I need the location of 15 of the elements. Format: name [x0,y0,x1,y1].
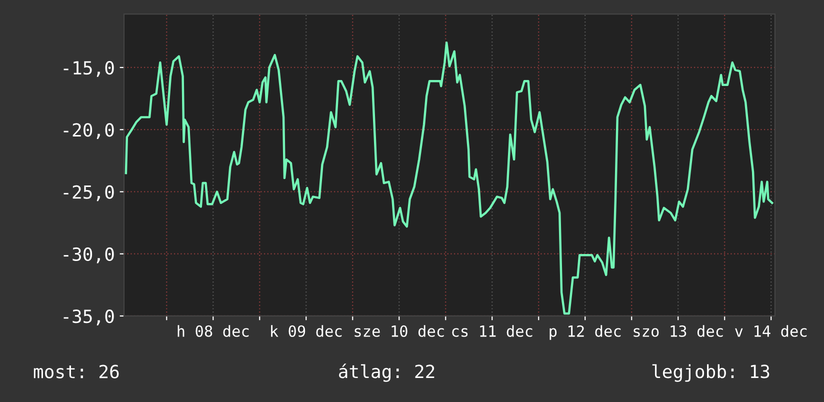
text: most: 26 [34,364,119,378]
text: legjobb: 13 [652,364,770,382]
x-tick-label: sze 10 dec [354,325,444,337]
y-tick-label: -15,0 [64,61,114,77]
x-tick-label: v 14 dec [735,325,807,337]
y-tick-label: -25,0 [64,185,114,202]
y-tick-label: -30,0 [64,247,114,264]
x-tick-label: szo 13 dec [634,325,723,337]
x-tick-label: cs 11 dec [452,325,532,337]
x-tick-label: h 08 dec [178,325,249,337]
x-tick-label: k 09 dec [271,325,342,337]
text: átlag: 22 [339,364,434,382]
x-tick-label: p 12 dec [550,325,621,340]
y-tick-label: -35,0 [64,309,114,326]
y-tick-label: -20,0 [64,123,114,140]
